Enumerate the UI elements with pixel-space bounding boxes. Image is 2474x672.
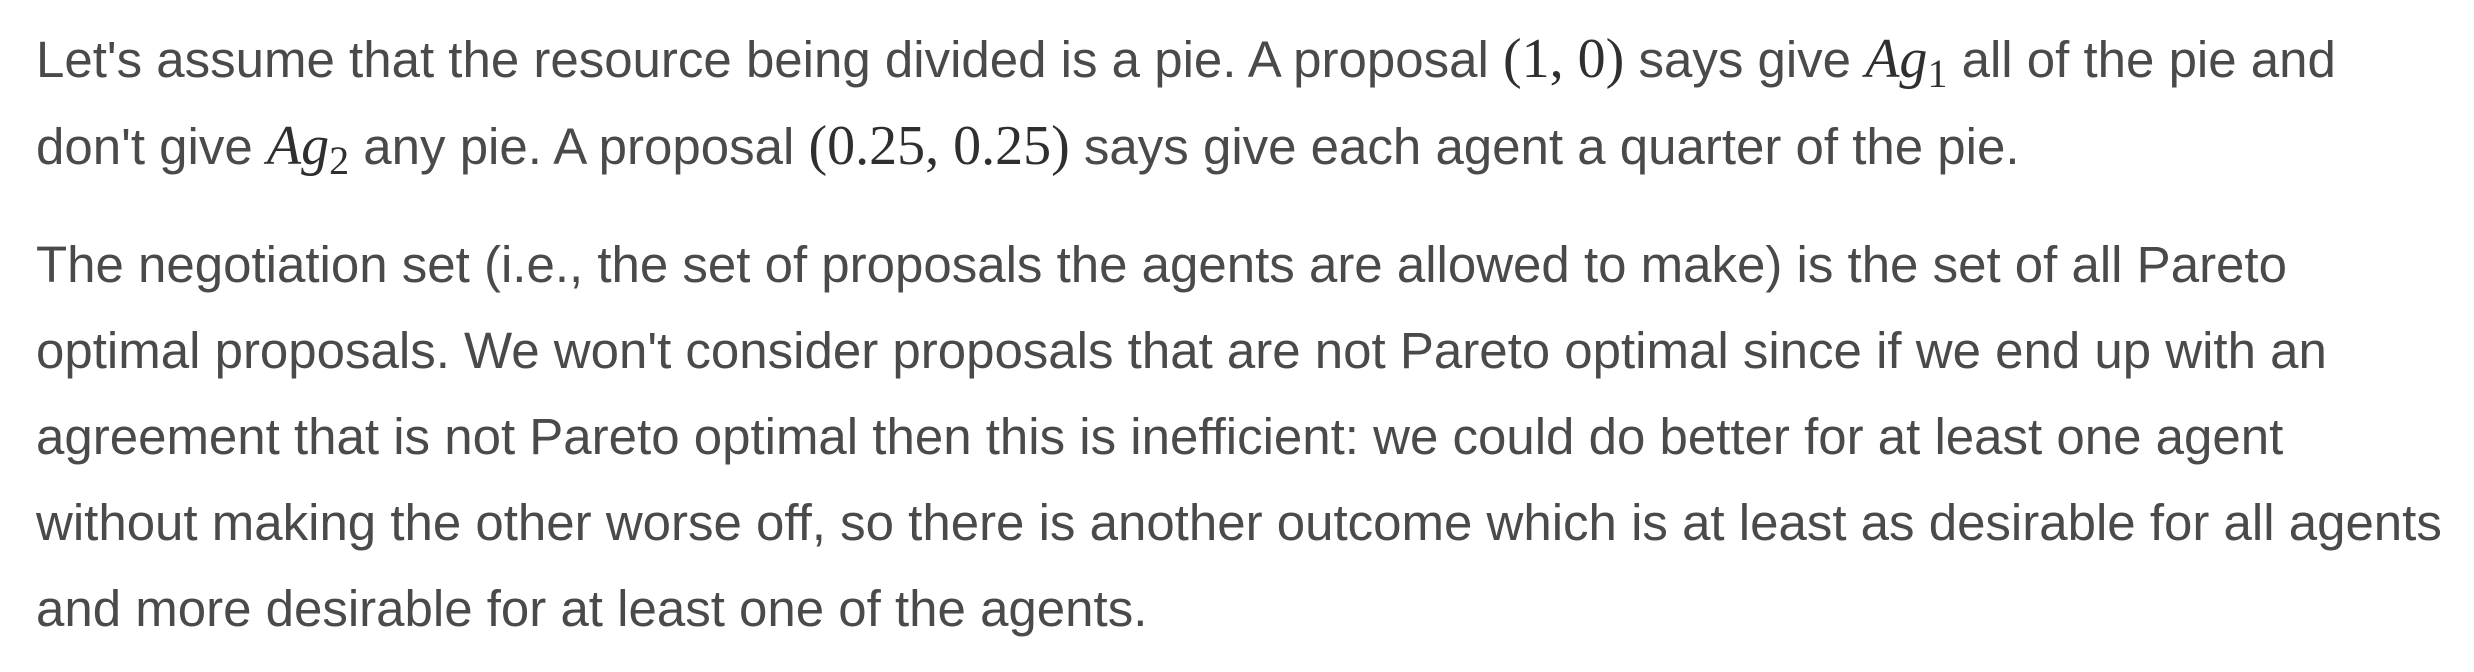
math-proposal-quarter: (0.25, 0.25) <box>808 115 1070 177</box>
paragraph-negotiation-set: The negotiation set (i.e., the set of pr… <box>36 236 2442 637</box>
math-proposal-1-0: (1, 0) <box>1502 28 1625 90</box>
math-agent-1-base: Ag <box>1865 28 1928 90</box>
text-run: says give each agent a quarter of the pi… <box>1069 118 2020 175</box>
text-run: any pie. A proposal <box>349 118 809 175</box>
text-run: says give <box>1624 31 1866 88</box>
math-agent-1: Ag1 <box>1865 28 1947 94</box>
math-agent-1-subscript: 1 <box>1927 51 1948 96</box>
document-body: Let's assume that the resource being div… <box>36 16 2446 652</box>
text-run: Let's assume that the resource being div… <box>36 31 1503 88</box>
text-run: all of the pie and don't give <box>36 31 2336 175</box>
math-agent-2: Ag2 <box>266 115 349 181</box>
math-agent-2-base: Ag <box>266 115 330 177</box>
math-agent-2-subscript: 2 <box>329 138 350 183</box>
paragraph-pie-proposals: Let's assume that the resource being div… <box>36 16 2446 190</box>
